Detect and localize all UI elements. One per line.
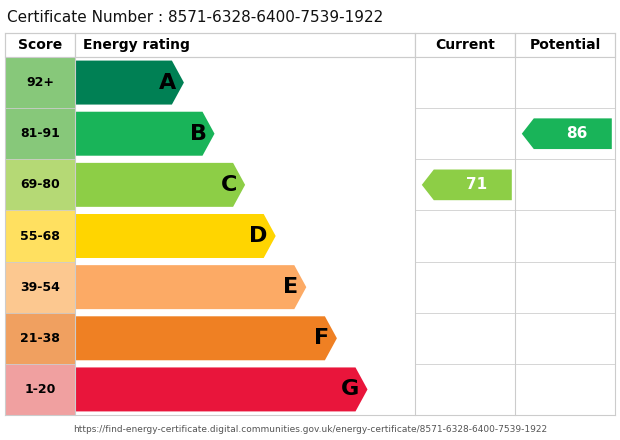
Bar xyxy=(5,159,75,210)
Text: Certificate Number : 8571-6328-6400-7539-1922: Certificate Number : 8571-6328-6400-7539… xyxy=(7,11,383,26)
Bar xyxy=(5,108,75,159)
Bar xyxy=(515,210,615,261)
Text: 86: 86 xyxy=(566,126,588,141)
Bar xyxy=(515,159,615,210)
Bar xyxy=(5,210,75,261)
Polygon shape xyxy=(75,112,215,156)
Text: Score: Score xyxy=(18,38,62,52)
Polygon shape xyxy=(422,169,512,200)
Polygon shape xyxy=(75,61,184,105)
Text: 69-80: 69-80 xyxy=(20,178,60,191)
Text: 21-38: 21-38 xyxy=(20,332,60,345)
Bar xyxy=(515,261,615,313)
Bar xyxy=(515,57,615,108)
Text: 81-91: 81-91 xyxy=(20,127,60,140)
Polygon shape xyxy=(75,265,306,309)
Polygon shape xyxy=(75,214,276,258)
Polygon shape xyxy=(75,316,337,360)
Text: C: C xyxy=(221,175,237,195)
Bar xyxy=(415,33,515,57)
Bar xyxy=(415,261,515,313)
Bar xyxy=(5,33,75,57)
Bar xyxy=(5,313,75,364)
Bar xyxy=(515,108,615,159)
Text: Potential: Potential xyxy=(529,38,601,52)
Bar xyxy=(515,33,615,57)
Text: G: G xyxy=(341,379,360,400)
Polygon shape xyxy=(75,163,245,207)
Bar xyxy=(415,108,515,159)
Text: 71: 71 xyxy=(466,177,487,192)
Bar xyxy=(515,313,615,364)
Text: A: A xyxy=(159,73,176,92)
Text: D: D xyxy=(249,226,268,246)
Bar xyxy=(75,33,415,57)
Bar xyxy=(5,364,75,415)
Text: F: F xyxy=(314,328,329,348)
Bar xyxy=(415,313,515,364)
Text: 55-68: 55-68 xyxy=(20,230,60,242)
Text: 1-20: 1-20 xyxy=(24,383,56,396)
Text: Current: Current xyxy=(435,38,495,52)
Text: 92+: 92+ xyxy=(26,76,54,89)
Text: E: E xyxy=(283,277,298,297)
Polygon shape xyxy=(75,367,368,411)
Bar xyxy=(515,364,615,415)
Bar xyxy=(5,57,75,108)
Bar xyxy=(415,159,515,210)
Text: 39-54: 39-54 xyxy=(20,281,60,293)
Text: B: B xyxy=(190,124,206,144)
Text: Energy rating: Energy rating xyxy=(83,38,190,52)
Bar xyxy=(5,261,75,313)
Bar xyxy=(415,364,515,415)
Bar xyxy=(415,210,515,261)
Bar xyxy=(415,57,515,108)
Polygon shape xyxy=(522,118,612,149)
Text: https://find-energy-certificate.digital.communities.gov.uk/energy-certificate/85: https://find-energy-certificate.digital.… xyxy=(73,425,547,434)
